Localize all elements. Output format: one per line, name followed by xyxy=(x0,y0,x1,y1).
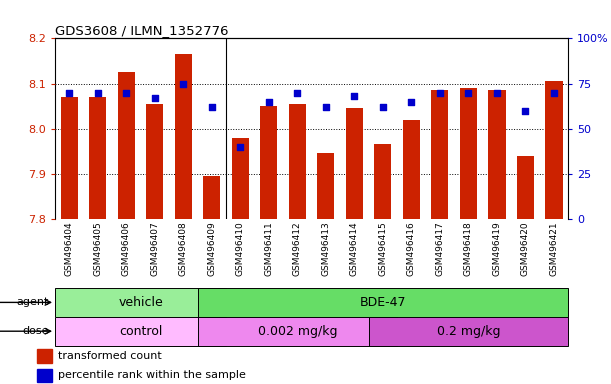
Bar xyxy=(60,97,78,219)
Point xyxy=(521,108,530,114)
Point xyxy=(264,98,274,104)
Bar xyxy=(317,154,334,219)
Point xyxy=(122,89,131,96)
Bar xyxy=(232,138,249,219)
Bar xyxy=(89,97,106,219)
Text: GDS3608 / ILMN_1352776: GDS3608 / ILMN_1352776 xyxy=(55,24,229,37)
Bar xyxy=(37,369,52,382)
Point xyxy=(93,89,103,96)
Text: 0.2 mg/kg: 0.2 mg/kg xyxy=(437,325,500,338)
Bar xyxy=(37,349,52,363)
Point xyxy=(549,89,559,96)
Bar xyxy=(260,106,277,219)
Text: vehicle: vehicle xyxy=(118,296,163,309)
Bar xyxy=(368,317,568,346)
Bar xyxy=(55,317,226,346)
Bar xyxy=(289,104,306,219)
Point xyxy=(150,95,159,101)
Point xyxy=(321,104,331,110)
Bar xyxy=(203,176,221,219)
Point xyxy=(492,89,502,96)
Point xyxy=(349,93,359,99)
Bar xyxy=(488,90,505,219)
Bar xyxy=(517,156,534,219)
Bar xyxy=(55,288,226,317)
Bar xyxy=(403,120,420,219)
Text: transformed count: transformed count xyxy=(58,351,162,361)
Bar xyxy=(346,108,363,219)
Point xyxy=(464,89,474,96)
Text: percentile rank within the sample: percentile rank within the sample xyxy=(58,370,246,380)
Point xyxy=(64,89,74,96)
Point xyxy=(406,98,416,104)
Point xyxy=(235,144,245,150)
Text: agent: agent xyxy=(16,297,49,308)
Bar xyxy=(197,288,568,317)
Bar xyxy=(546,81,563,219)
Point xyxy=(293,89,302,96)
Bar xyxy=(175,54,192,219)
Point xyxy=(178,81,188,87)
Point xyxy=(378,104,388,110)
Text: 0.002 mg/kg: 0.002 mg/kg xyxy=(258,325,337,338)
Bar xyxy=(118,72,135,219)
Text: dose: dose xyxy=(23,326,49,336)
Bar xyxy=(146,104,163,219)
Text: control: control xyxy=(119,325,162,338)
Point xyxy=(435,89,445,96)
Text: BDE-47: BDE-47 xyxy=(360,296,406,309)
Bar xyxy=(431,90,448,219)
Point xyxy=(207,104,217,110)
Bar xyxy=(375,144,392,219)
Bar xyxy=(197,317,397,346)
Bar xyxy=(460,88,477,219)
